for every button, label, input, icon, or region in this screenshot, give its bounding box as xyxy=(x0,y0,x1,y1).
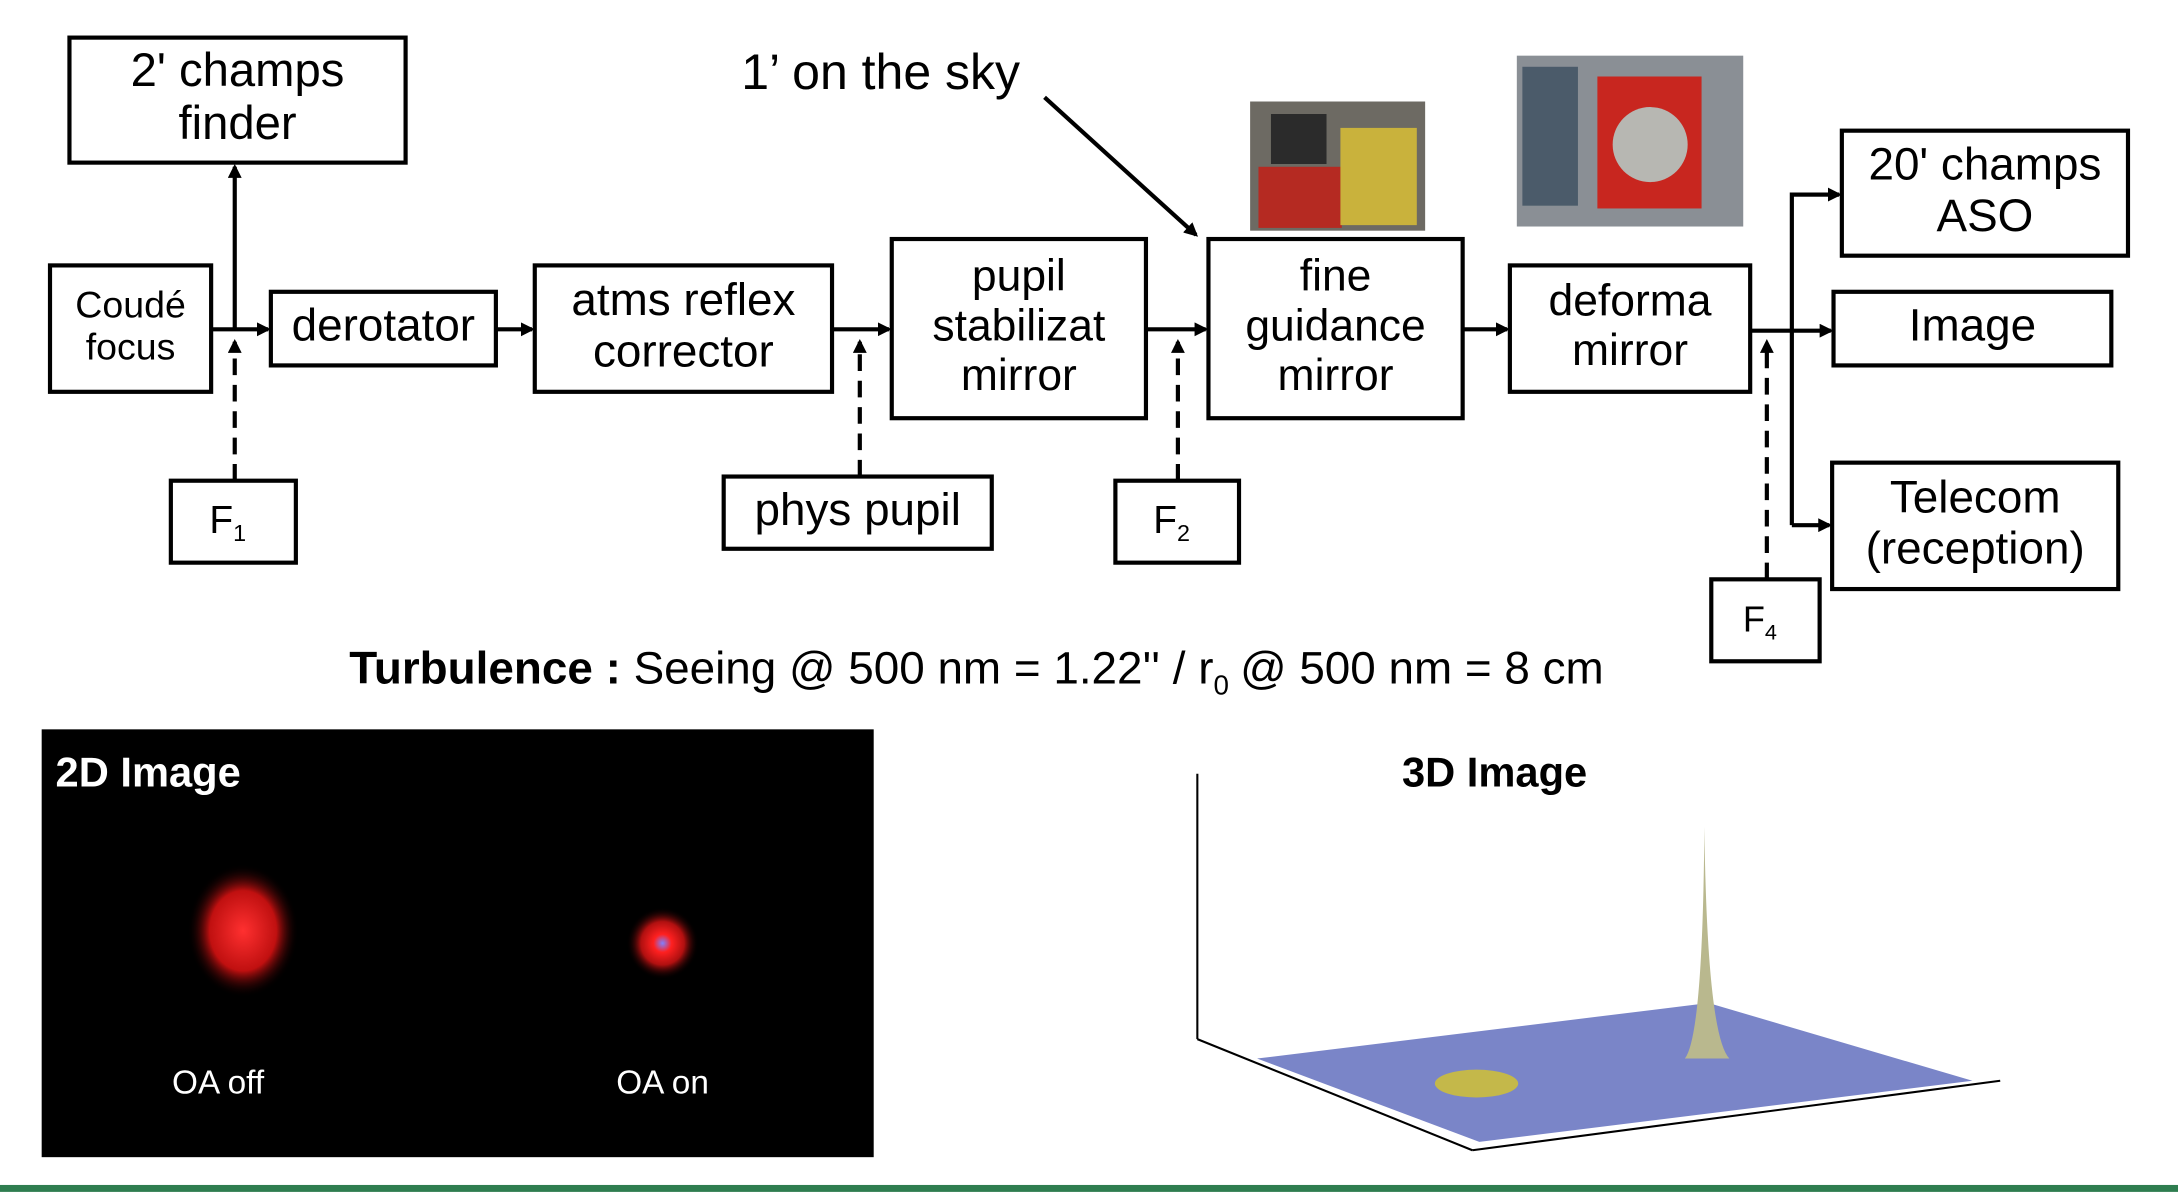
node-label: phys pupil xyxy=(755,484,961,535)
node-label: ASO xyxy=(1937,190,2034,241)
annotation: 1’ on the sky xyxy=(741,44,1020,100)
subscript: 2 xyxy=(1177,520,1190,546)
panel-title: 2D Image xyxy=(56,748,241,795)
node-label: Telecom xyxy=(1890,471,2061,522)
subscript: 1 xyxy=(233,520,246,546)
node: derotator xyxy=(271,292,496,366)
node-label: mirror xyxy=(961,351,1077,400)
node-label: deforma xyxy=(1549,276,1712,325)
caption: OA off xyxy=(172,1064,265,1101)
node-label: guidance xyxy=(1245,301,1425,350)
panel-2d: 2D Image OA off OA on xyxy=(42,729,874,1157)
node-label: finder xyxy=(178,97,296,150)
symbol: F xyxy=(1153,499,1177,542)
photo xyxy=(1250,56,1743,231)
node: Image xyxy=(1834,292,2112,366)
symbol: F xyxy=(209,499,233,542)
node-label: atms reflex xyxy=(571,274,795,325)
node: F2 xyxy=(1115,481,1239,563)
node-label: 20' champs xyxy=(1868,139,2101,190)
node-label: mirror xyxy=(1572,326,1688,375)
text: @ 500 nm = 8 cm xyxy=(1240,643,1604,694)
node-label: Image xyxy=(1909,300,2036,351)
node-label: pupil xyxy=(972,252,1066,301)
node: F4 xyxy=(1711,579,1819,661)
node-label: mirror xyxy=(1278,351,1394,400)
node-label: focus xyxy=(86,326,176,368)
symbol: F xyxy=(1743,598,1765,639)
node-label: Coudé xyxy=(75,284,186,326)
node-label: stabilizat xyxy=(932,301,1106,350)
node: Telecom(reception) xyxy=(1832,463,2118,589)
footer-bar xyxy=(0,1185,2178,1192)
panel-title: 3D Image xyxy=(1402,748,1587,795)
panel-3d: 3D Image xyxy=(1197,748,2000,1150)
node-label: 2' champs xyxy=(131,44,345,97)
subscript: 0 xyxy=(1214,670,1229,701)
label: Turbulence : xyxy=(349,643,621,694)
node-label: fine xyxy=(1300,252,1372,301)
caption: OA on xyxy=(616,1064,709,1101)
node-label: corrector xyxy=(593,325,774,376)
subscript: 4 xyxy=(1765,620,1777,645)
node-label: (reception) xyxy=(1866,523,2085,574)
node: phys pupil xyxy=(724,477,992,549)
node: F1 xyxy=(171,481,296,563)
diagram: 1’ on the sky 2' champsfinder Coudéfocus d… xyxy=(0,0,2178,1192)
node-label: derotator xyxy=(292,300,475,351)
turbulence-line: Turbulence : Seeing @ 500 nm = 1.22'' / … xyxy=(349,643,1603,701)
text: Seeing @ 500 nm = 1.22'' / r xyxy=(634,643,1214,694)
